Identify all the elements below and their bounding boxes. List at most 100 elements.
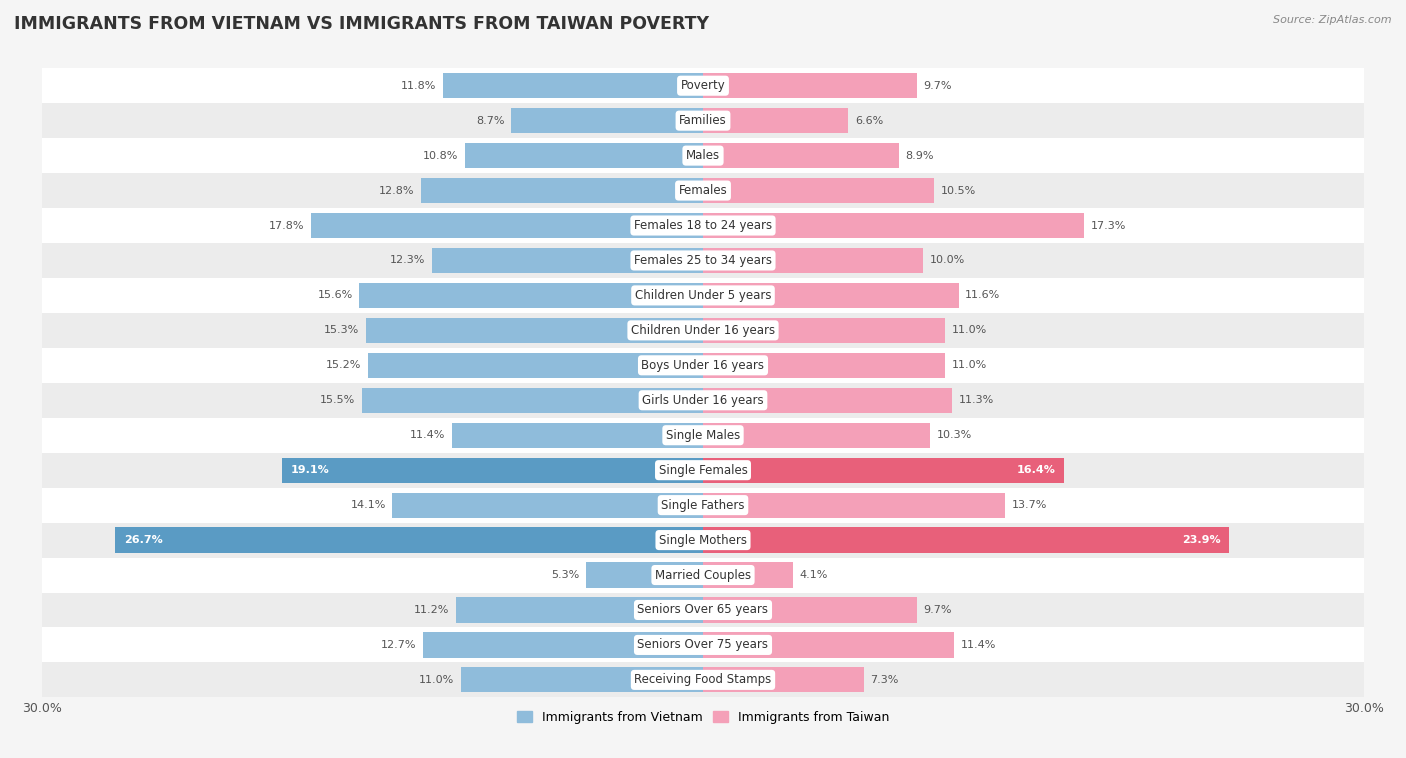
Text: 8.9%: 8.9% — [905, 151, 934, 161]
Bar — [42, 243, 1364, 278]
Bar — [703, 458, 1064, 483]
Text: 12.7%: 12.7% — [381, 640, 416, 650]
Text: 8.7%: 8.7% — [477, 116, 505, 126]
Text: Seniors Over 75 years: Seniors Over 75 years — [637, 638, 769, 651]
Text: 4.1%: 4.1% — [800, 570, 828, 580]
Bar — [42, 628, 1364, 662]
Text: Families: Families — [679, 114, 727, 127]
Text: 10.8%: 10.8% — [423, 151, 458, 161]
Bar — [461, 667, 703, 693]
Legend: Immigrants from Vietnam, Immigrants from Taiwan: Immigrants from Vietnam, Immigrants from… — [512, 706, 894, 729]
Bar — [703, 73, 917, 99]
Bar — [368, 352, 703, 378]
Text: 5.3%: 5.3% — [551, 570, 579, 580]
Text: 12.8%: 12.8% — [380, 186, 415, 196]
Text: 15.3%: 15.3% — [325, 325, 360, 335]
Text: 11.0%: 11.0% — [419, 675, 454, 685]
Text: Single Males: Single Males — [666, 429, 740, 442]
Bar — [115, 528, 703, 553]
Bar — [703, 493, 1005, 518]
Bar — [42, 313, 1364, 348]
Text: 11.4%: 11.4% — [411, 431, 446, 440]
Text: 9.7%: 9.7% — [924, 80, 952, 91]
Bar — [42, 593, 1364, 628]
Bar — [465, 143, 703, 168]
Bar — [42, 522, 1364, 558]
Text: 14.1%: 14.1% — [350, 500, 385, 510]
Text: Source: ZipAtlas.com: Source: ZipAtlas.com — [1274, 15, 1392, 25]
Text: Females: Females — [679, 184, 727, 197]
Text: IMMIGRANTS FROM VIETNAM VS IMMIGRANTS FROM TAIWAN POVERTY: IMMIGRANTS FROM VIETNAM VS IMMIGRANTS FR… — [14, 15, 709, 33]
Text: Females 18 to 24 years: Females 18 to 24 years — [634, 219, 772, 232]
Text: 17.3%: 17.3% — [1091, 221, 1126, 230]
Text: 23.9%: 23.9% — [1182, 535, 1220, 545]
Bar — [42, 173, 1364, 208]
Text: 13.7%: 13.7% — [1011, 500, 1046, 510]
Bar — [586, 562, 703, 587]
Bar — [703, 108, 848, 133]
Text: Single Females: Single Females — [658, 464, 748, 477]
Text: Boys Under 16 years: Boys Under 16 years — [641, 359, 765, 372]
Bar — [42, 558, 1364, 593]
Text: 10.3%: 10.3% — [936, 431, 972, 440]
Text: 11.8%: 11.8% — [401, 80, 436, 91]
Text: Children Under 16 years: Children Under 16 years — [631, 324, 775, 337]
Text: 15.5%: 15.5% — [319, 395, 354, 406]
Text: 11.0%: 11.0% — [952, 325, 987, 335]
Bar — [42, 278, 1364, 313]
Text: 11.2%: 11.2% — [415, 605, 450, 615]
Bar — [42, 662, 1364, 697]
Text: 11.3%: 11.3% — [959, 395, 994, 406]
Text: Single Fathers: Single Fathers — [661, 499, 745, 512]
Bar — [703, 597, 917, 622]
Text: 26.7%: 26.7% — [124, 535, 163, 545]
Text: 10.0%: 10.0% — [929, 255, 965, 265]
Text: 9.7%: 9.7% — [924, 605, 952, 615]
Bar — [432, 248, 703, 273]
Text: Seniors Over 65 years: Seniors Over 65 years — [637, 603, 769, 616]
Text: 15.6%: 15.6% — [318, 290, 353, 300]
Bar — [311, 213, 703, 238]
Bar — [42, 208, 1364, 243]
Bar — [42, 418, 1364, 453]
Bar — [457, 597, 703, 622]
Bar — [366, 318, 703, 343]
Text: 15.2%: 15.2% — [326, 360, 361, 371]
Text: Children Under 5 years: Children Under 5 years — [634, 289, 772, 302]
Text: 7.3%: 7.3% — [870, 675, 898, 685]
Bar — [423, 632, 703, 657]
Text: Girls Under 16 years: Girls Under 16 years — [643, 393, 763, 407]
Bar — [42, 453, 1364, 487]
Text: 11.0%: 11.0% — [952, 360, 987, 371]
Text: 10.5%: 10.5% — [941, 186, 976, 196]
Text: 12.3%: 12.3% — [389, 255, 426, 265]
Bar — [42, 348, 1364, 383]
Bar — [420, 178, 703, 203]
Bar — [361, 387, 703, 413]
Bar — [703, 387, 952, 413]
Bar — [283, 458, 703, 483]
Bar — [512, 108, 703, 133]
Bar — [703, 248, 924, 273]
Bar — [703, 283, 959, 308]
Bar — [703, 143, 898, 168]
Bar — [451, 423, 703, 448]
Text: 6.6%: 6.6% — [855, 116, 883, 126]
Text: Receiving Food Stamps: Receiving Food Stamps — [634, 673, 772, 687]
Bar — [703, 213, 1084, 238]
Text: Males: Males — [686, 149, 720, 162]
Bar — [42, 68, 1364, 103]
Text: 19.1%: 19.1% — [291, 465, 330, 475]
Bar — [703, 562, 793, 587]
Text: Single Mothers: Single Mothers — [659, 534, 747, 547]
Bar — [703, 423, 929, 448]
Bar — [703, 632, 955, 657]
Text: 17.8%: 17.8% — [269, 221, 304, 230]
Text: Married Couples: Married Couples — [655, 568, 751, 581]
Bar — [443, 73, 703, 99]
Bar — [703, 352, 945, 378]
Text: Females 25 to 34 years: Females 25 to 34 years — [634, 254, 772, 267]
Bar — [42, 103, 1364, 138]
Bar — [703, 318, 945, 343]
Bar — [42, 383, 1364, 418]
